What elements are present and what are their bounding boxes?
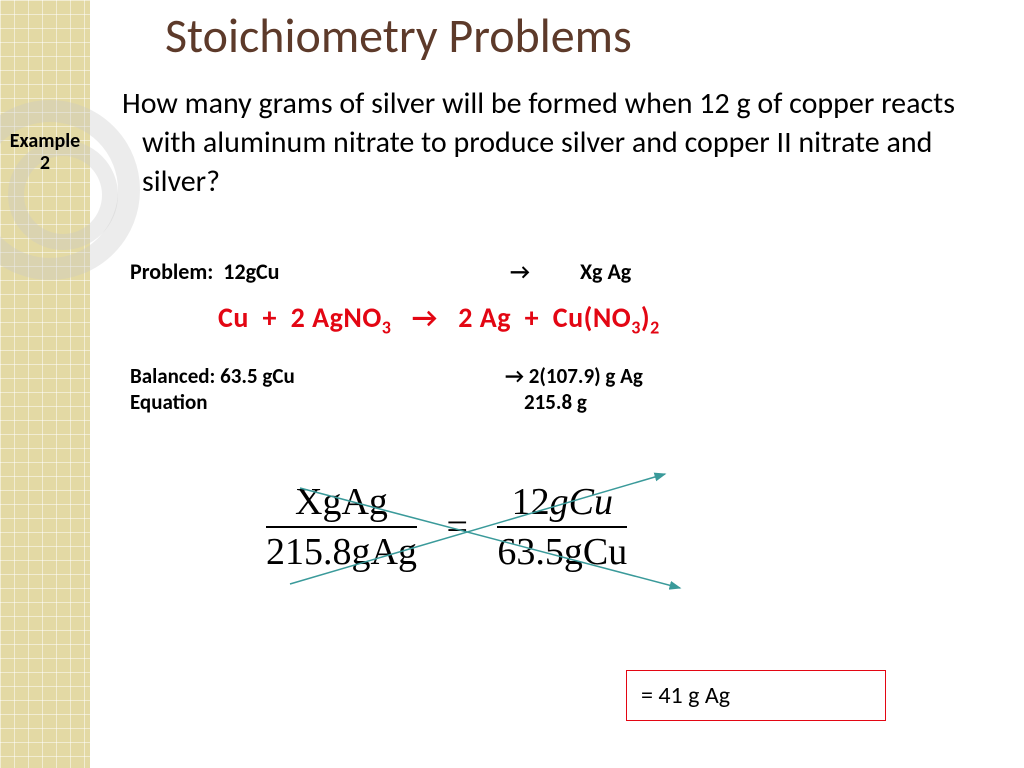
proportion-equation: XgAg 215.8gAg = 12gCu 63.5gCu [260,480,633,574]
fraction-right-numerator: 12gCu [497,480,627,528]
fraction-left-numerator: XgAg [266,480,417,528]
equals-sign: = [432,505,481,549]
example-label-line2: 2 [40,151,50,175]
problem-arrow: → [510,258,530,285]
balanced-right: → 2(107.9) g Ag 215.8 g [505,363,643,416]
balanced-right-line2: 215.8 g [524,389,587,415]
problem-question: How many grams of silver will be formed … [122,84,1002,201]
fraction-left-denominator: 215.8gAg [266,528,417,574]
chemical-equation: Cu + 2 AgNO3 → 2 Ag + Cu(NO3)2 [218,300,660,339]
slide-title: Stoichiometry Problems [165,6,632,65]
problem-given: 12gCu [223,258,279,285]
fraction-left: XgAg 215.8gAg [260,480,423,574]
balanced-left: Balanced: 63.5 gCu Equation [130,363,295,416]
example-label: Example 2 [0,130,90,174]
example-label-line1: Example [10,129,81,153]
balanced-left-line1: Balanced: 63.5 gCu [130,363,295,389]
fraction-right: 12gCu 63.5gCu [491,480,633,574]
problem-label: Problem: [130,258,213,285]
fraction-right-denominator: 63.5gCu [497,528,627,574]
problem-unknown: Xg Ag [580,258,631,285]
balanced-right-line1: → 2(107.9) g Ag [505,363,643,389]
balanced-left-line2: Equation [130,389,208,415]
answer-box: = 41 g Ag [626,670,886,721]
problem-label-left: Problem: 12gCu [130,258,279,285]
